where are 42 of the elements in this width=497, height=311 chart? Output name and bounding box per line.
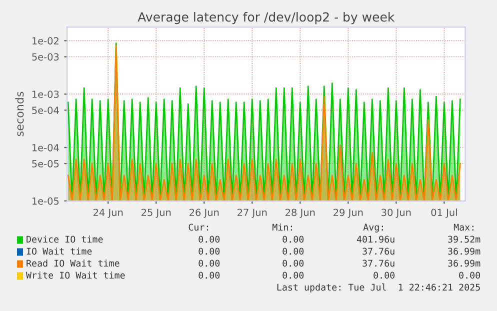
y-tick-label: 1e-04 bbox=[32, 144, 59, 152]
x-tick-label: 25 Jun bbox=[142, 208, 171, 218]
text: 0.00 bbox=[198, 236, 220, 243]
x-tick-label: 29 Jun bbox=[334, 208, 363, 218]
y-tick-label: 1e-02 bbox=[32, 37, 58, 45]
text: 0.00 bbox=[198, 260, 220, 267]
text: 36.99m bbox=[448, 248, 480, 255]
text: 0.00 bbox=[282, 236, 304, 243]
x-tick-label: 28 Jun bbox=[286, 208, 315, 218]
chart-title: Average latency for /dev/loop2 - by week bbox=[138, 12, 395, 24]
x-tick-label: 27 Jun bbox=[238, 208, 267, 218]
text: 39.52m bbox=[448, 236, 480, 243]
text: Last update: Tue Jul 1 22:46:21 2025 bbox=[277, 284, 480, 292]
y-axis-title: seconds bbox=[15, 92, 24, 136]
legend-label: Read IO Wait time bbox=[26, 260, 120, 267]
x-tick-label: 24 Jun bbox=[93, 208, 123, 218]
text: 0.00 bbox=[282, 272, 304, 279]
text: Min: bbox=[272, 224, 292, 231]
y-tick-label: 5e-05 bbox=[32, 160, 59, 168]
text: Avg: bbox=[363, 224, 383, 232]
text: Max: bbox=[454, 224, 474, 231]
text: 37.76u bbox=[362, 248, 394, 255]
text: 36.99m bbox=[448, 260, 480, 267]
legend-label: Write IO Wait time bbox=[26, 272, 125, 279]
y-tick-label: 1e-03 bbox=[32, 90, 59, 98]
legend-label: Device IO time bbox=[26, 236, 103, 243]
x-tick-label: 01 Jul bbox=[431, 208, 457, 218]
text: Cur: bbox=[188, 224, 208, 231]
x-tick-label: 26 Jun bbox=[190, 208, 219, 218]
text: 0.00 bbox=[282, 248, 304, 255]
text: 0.00 bbox=[198, 248, 220, 255]
legend-label: IO Wait time bbox=[26, 248, 92, 255]
text: 0.00 bbox=[198, 272, 220, 279]
x-tick-label: 30 Jun bbox=[382, 208, 411, 218]
text: 0.00 bbox=[459, 272, 480, 279]
y-tick-label: 5e-04 bbox=[32, 106, 59, 114]
text: 0.00 bbox=[374, 272, 395, 279]
text: 401.96u bbox=[356, 236, 394, 243]
text: 0.00 bbox=[282, 260, 304, 267]
text: 37.76u bbox=[362, 260, 394, 267]
y-tick-label: 1e-05 bbox=[32, 197, 59, 205]
y-tick-label: 5e-03 bbox=[32, 53, 59, 61]
